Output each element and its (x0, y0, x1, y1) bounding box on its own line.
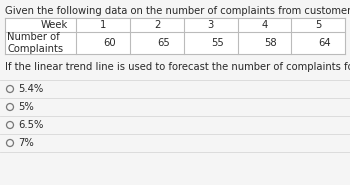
Text: If the linear trend line is used to forecast the number of complaints for week 6: If the linear trend line is used to fore… (5, 62, 350, 72)
Text: 55: 55 (211, 38, 223, 48)
Text: 2: 2 (154, 20, 160, 30)
Text: Given the following data on the number of complaints from customers in the past : Given the following data on the number o… (5, 6, 350, 16)
Text: 1: 1 (100, 20, 106, 30)
Text: 5: 5 (315, 20, 321, 30)
Text: 5%: 5% (18, 102, 34, 112)
Text: 5.4%: 5.4% (18, 84, 43, 94)
Text: Number of
Complaints: Number of Complaints (7, 32, 63, 54)
Text: 7%: 7% (18, 138, 34, 148)
Text: Week: Week (41, 20, 68, 30)
Text: 58: 58 (264, 38, 277, 48)
Text: 6.5%: 6.5% (18, 120, 43, 130)
Text: 3: 3 (208, 20, 214, 30)
Text: 65: 65 (157, 38, 170, 48)
Text: 60: 60 (103, 38, 116, 48)
Bar (5, 18, 345, 54)
Text: 4: 4 (261, 20, 267, 30)
Text: 64: 64 (318, 38, 331, 48)
